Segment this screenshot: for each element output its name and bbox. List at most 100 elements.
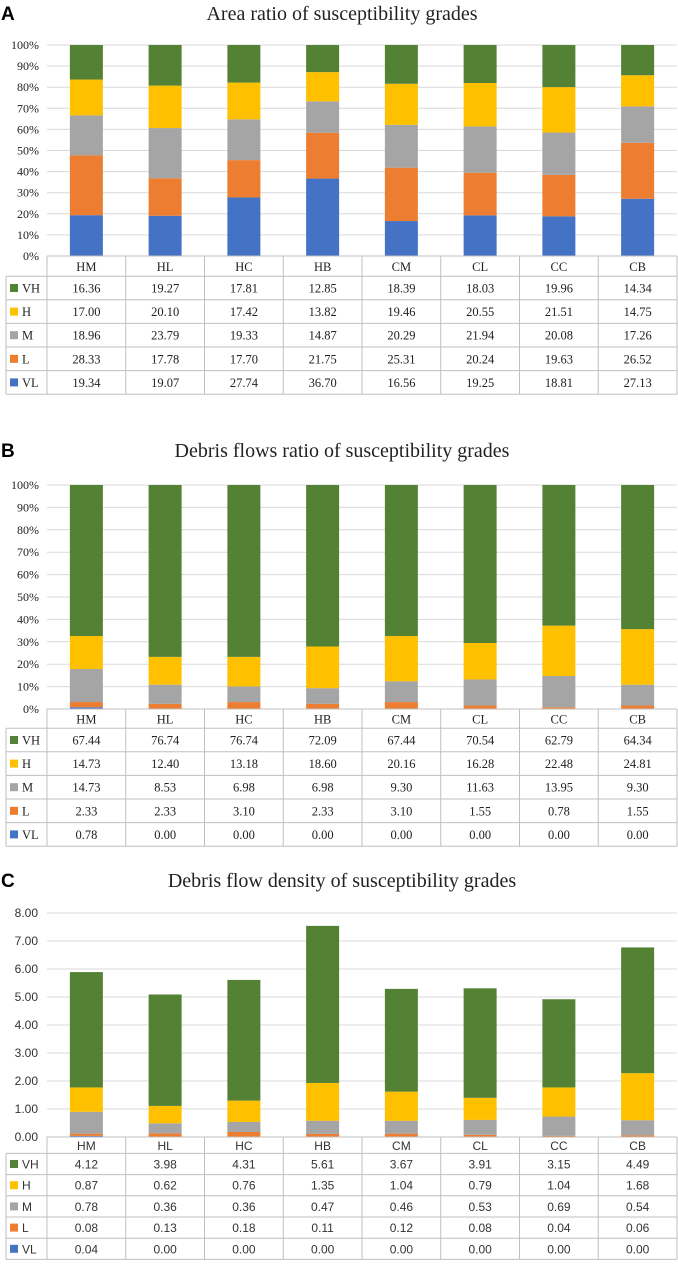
bar-segment-h-hb [306,72,340,102]
category-label: HM [77,1139,96,1153]
bar-segment-m-hm [69,115,103,156]
bar-segment-vh-hm [69,484,103,637]
data-cell: 2.33 [312,804,334,818]
category-label: CL [472,713,488,727]
data-cell: 19.27 [151,282,179,296]
category-label: CM [392,713,411,727]
bar-segment-vh-cb [621,485,655,630]
category-label: CL [472,1139,488,1153]
data-cell: 0.00 [547,1242,571,1256]
data-cell: 19.25 [466,376,494,390]
series-name: VH [22,282,40,296]
series-name: M [22,1200,32,1214]
legend-key-l [10,806,18,815]
data-cell: 0.78 [75,1200,99,1214]
legend-key-vh [10,284,18,292]
data-cell: 16.36 [72,282,100,296]
series-name: H [22,1179,31,1193]
data-cell: 0.53 [468,1200,492,1214]
data-cell: 0.00 [153,1242,177,1256]
data-cell: 0.36 [153,1200,177,1214]
bar-segment-vh-cm [384,44,418,84]
y-tick-label: 60% [17,122,39,136]
bar-segment-m-cc [542,676,576,708]
data-cell: 72.09 [309,734,337,748]
y-tick-label: 20% [17,657,39,671]
bar-segment-l-hl [148,1133,182,1137]
bar-segment-h-cl [463,83,497,127]
series-name: H [22,757,31,771]
legend-key-h [10,759,18,768]
data-cell: 0.04 [547,1221,571,1235]
data-cell: 76.74 [151,734,180,748]
category-label: CB [629,713,646,727]
bar-segment-h-cm [384,636,418,682]
bar-segment-vh-hc [227,485,261,657]
data-cell: 18.39 [387,282,415,296]
bar-segment-vh-cl [463,988,497,1098]
bar-segment-vh-hc [227,45,261,83]
bar-segment-l-cb [621,142,655,199]
data-cell: 1.04 [390,1179,414,1193]
y-tick-label: 70% [17,101,39,115]
legend-key-m [10,783,18,792]
data-cell: 0.04 [75,1242,99,1256]
legend-key-l [10,1223,18,1232]
bar-segment-vh-cl [463,44,497,84]
bar-segment-m-hc [227,1121,261,1132]
data-cell: 12.40 [151,757,179,771]
data-cell: 13.18 [230,757,258,771]
legend-key-h [10,1181,18,1190]
y-tick-label: 0% [23,249,39,263]
data-cell: 14.73 [72,781,100,795]
bar-segment-m-hc [227,686,261,703]
y-tick-label: 30% [17,635,39,649]
bar-segment-vh-hb [306,45,340,73]
data-cell: 21.75 [309,352,337,366]
data-cell: 14.73 [72,757,100,771]
data-cell: 19.07 [151,376,179,390]
bar-segment-h-cm [384,1091,418,1121]
bar-segment-m-hm [69,1111,103,1134]
y-tick-label: 40% [17,165,39,179]
bar-segment-vh-hm [69,972,103,1088]
bar-segment-vh-hl [148,485,182,657]
data-cell: 3.98 [153,1158,177,1172]
legend-key-m [10,331,18,340]
y-tick-label: 30% [17,186,39,200]
bar-segment-m-hl [148,128,182,179]
chart-panel-a: A Area ratio of susceptibility grades 0% 10… [1,3,678,395]
data-cell: 3.67 [390,1158,414,1172]
bar-segment-l-cl [463,1134,497,1137]
data-cell: 0.62 [153,1179,177,1193]
chart-title: Area ratio of susceptibility grades [206,3,477,25]
data-cell: 5.61 [311,1158,335,1172]
bar-segment-vh-hl [148,44,182,86]
category-label: HL [157,260,174,274]
data-cell: 14.87 [309,329,337,343]
data-cell: 0.18 [232,1221,256,1235]
bar-segment-h-hl [148,656,182,685]
data-cell: 18.60 [309,757,337,771]
series-name: VL [22,376,39,390]
bar-segment-m-cc [542,132,576,175]
series-name: M [22,329,33,343]
bar-segment-l-cc [542,707,576,709]
data-cell: 17.78 [151,352,179,366]
data-cell: 0.11 [311,1221,334,1235]
data-cell: 12.85 [309,282,337,296]
category-label: HB [314,713,331,727]
data-cell: 0.69 [547,1200,571,1214]
bar-segment-l-hb [306,703,340,709]
data-cell: 19.33 [230,329,258,343]
bar-segment-m-cm [384,1120,418,1134]
bar-segment-vl-hl [148,215,182,256]
bar-segment-vh-cb [621,45,655,76]
data-cell: 3.10 [390,804,412,818]
y-tick-label: 50% [17,144,39,158]
data-cell: 0.00 [311,1242,335,1256]
category-label: CL [472,260,488,274]
y-tick-label: 20% [17,207,39,221]
data-cell: 0.00 [233,828,255,842]
y-tick-label: 5.00 [15,990,39,1004]
